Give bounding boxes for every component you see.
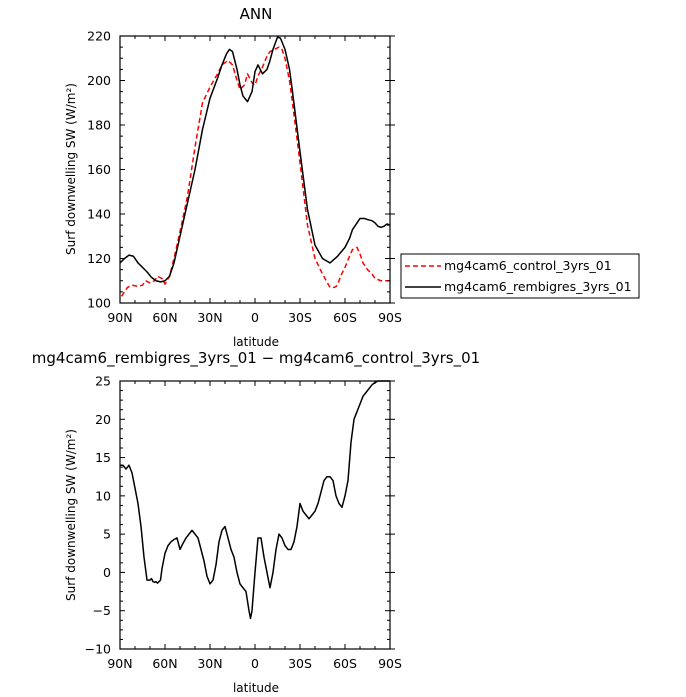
top-chart-x-axis-label: latitude bbox=[233, 335, 279, 349]
top-chart-y-tick-label: 140 bbox=[87, 207, 111, 222]
bottom-chart-y-tick-label: 25 bbox=[95, 374, 111, 389]
legend-label-control: mg4cam6_control_3yrs_01 bbox=[444, 258, 612, 273]
top-chart-x-tick-label: 60S bbox=[333, 310, 357, 325]
bottom-chart-x-tick-label: 30S bbox=[288, 656, 312, 671]
bottom-chart-y-tick-label: 5 bbox=[103, 527, 111, 542]
top-chart-y-tick-label: 200 bbox=[87, 73, 111, 88]
bottom-chart-axes: 90N 60N 30N 0 30S 60S 90S −10 −5 0 5 10 15 20 25 bbox=[85, 374, 402, 672]
bottom-chart-y-tick-label: 10 bbox=[95, 488, 111, 503]
top-chart-title: ANN bbox=[240, 5, 273, 23]
top-chart-x-tick-label: 30S bbox=[288, 310, 312, 325]
top-chart-y-tick-label: 100 bbox=[87, 296, 111, 311]
bottom-chart-plot-frame bbox=[119, 380, 391, 650]
top-chart-y-tick-label: 120 bbox=[87, 251, 111, 266]
top-chart-panel: ANN 90N 60N 30N 0 30S 60S 90S 100 120 140 160 180 20… bbox=[64, 5, 402, 349]
bottom-chart-series-line-0 bbox=[120, 380, 390, 620]
legend-label-rembigres: mg4cam6_rembigres_3yrs_01 bbox=[444, 279, 632, 294]
bottom-chart-x-tick-label: 60N bbox=[152, 656, 177, 671]
top-chart-x-tick-label: 90N bbox=[107, 310, 132, 325]
bottom-chart-x-tick-label: 60S bbox=[333, 656, 357, 671]
top-chart-x-tick-label: 0 bbox=[251, 310, 259, 325]
bottom-chart-x-tick-label: 0 bbox=[251, 656, 259, 671]
bottom-chart-y-tick-label: 20 bbox=[95, 412, 111, 427]
bottom-chart-x-tick-label: 90N bbox=[107, 656, 132, 671]
top-chart-series-line-1 bbox=[119, 36, 391, 283]
top-chart-x-tick-label: 30N bbox=[197, 310, 222, 325]
top-chart-y-axis-label: Surf downwelling SW (W/m²) bbox=[64, 83, 78, 255]
top-chart-legend: mg4cam6_control_3yrs_01 mg4cam6_rembigre… bbox=[400, 253, 640, 299]
bottom-chart-title: mg4cam6_rembigres_3yrs_01 − mg4cam6_cont… bbox=[32, 349, 480, 368]
top-chart-x-tick-label: 90S bbox=[378, 310, 402, 325]
top-chart-axes: 90N 60N 30N 0 30S 60S 90S 100 120 140 160 180 200 220 bbox=[87, 29, 402, 326]
top-chart-x-tick-label: 60N bbox=[152, 310, 177, 325]
bottom-chart-series bbox=[120, 380, 390, 620]
bottom-chart-x-axis-label: latitude bbox=[233, 681, 279, 695]
legend-box bbox=[400, 253, 640, 299]
bottom-chart-y-tick-label: −10 bbox=[85, 642, 111, 657]
top-chart-series bbox=[119, 36, 391, 297]
bottom-chart-y-tick-label: 15 bbox=[95, 450, 111, 465]
top-chart-series-line-0 bbox=[120, 46, 390, 297]
top-chart-y-tick-label: 180 bbox=[87, 118, 111, 133]
bottom-chart-panel: mg4cam6_rembigres_3yrs_01 − mg4cam6_cont… bbox=[32, 349, 480, 695]
bottom-chart-y-tick-label: −5 bbox=[93, 603, 111, 618]
bottom-chart-x-tick-label: 90S bbox=[378, 656, 402, 671]
bottom-chart-y-tick-label: 0 bbox=[103, 565, 111, 580]
bottom-chart-x-tick-label: 30N bbox=[197, 656, 222, 671]
top-chart-y-tick-label: 160 bbox=[87, 162, 111, 177]
top-chart-y-tick-label: 220 bbox=[87, 29, 111, 44]
bottom-chart-y-axis-label: Surf downwelling SW (W/m²) bbox=[64, 429, 78, 601]
